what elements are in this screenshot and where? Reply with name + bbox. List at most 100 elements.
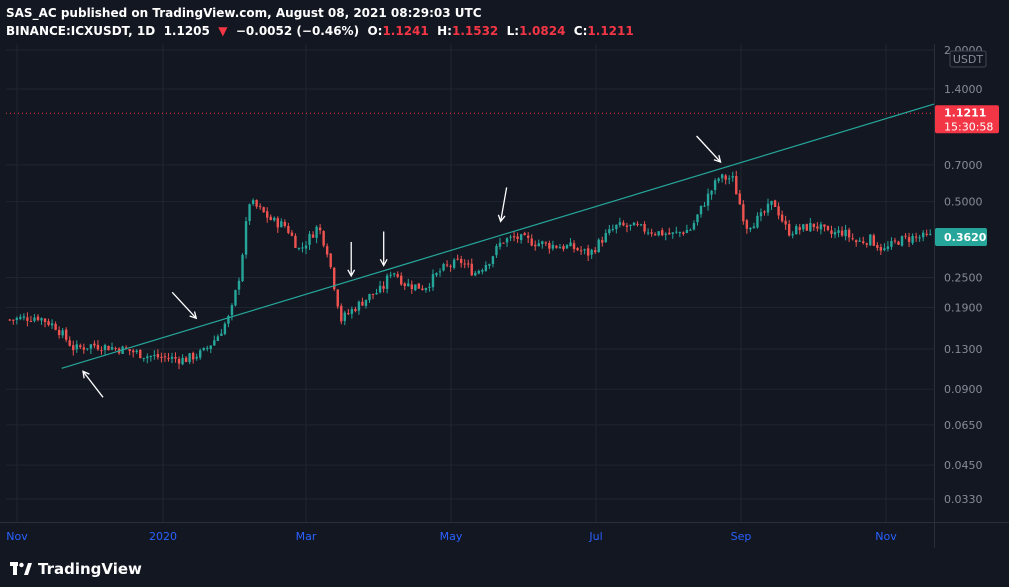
candle-body — [636, 223, 639, 226]
candle-body — [530, 238, 533, 246]
publish-info: SAS_AC published on TradingView.com, Aug… — [6, 6, 482, 20]
candle-body — [597, 239, 600, 253]
candle-body — [343, 312, 347, 322]
candle-body — [315, 226, 318, 238]
candle-body — [537, 243, 540, 247]
candle-body — [276, 218, 279, 228]
candle-body — [407, 283, 410, 287]
candle-body — [354, 309, 357, 312]
candle-body — [452, 259, 456, 268]
candle-body — [237, 280, 241, 290]
candle-body — [424, 288, 428, 291]
candle-body — [449, 265, 452, 267]
candle-body — [854, 240, 858, 243]
candle-body — [512, 236, 516, 238]
candle-body — [153, 355, 156, 357]
candle-body — [876, 244, 879, 248]
candle-body — [163, 356, 167, 358]
candle-body — [417, 283, 421, 289]
candle-body — [720, 174, 724, 179]
candle-body — [586, 248, 590, 256]
candle-body — [269, 216, 272, 220]
candle-body — [139, 349, 142, 359]
candle-body — [403, 283, 406, 286]
candle-body — [287, 225, 290, 233]
candle-body — [862, 241, 865, 243]
candle-body — [826, 226, 830, 230]
candle-body — [675, 231, 678, 233]
candle-body — [357, 301, 361, 311]
candle-body — [869, 234, 872, 246]
candle-body — [918, 237, 921, 239]
candle-body — [745, 220, 749, 229]
candle-body — [925, 233, 928, 235]
y-tick-label: 0.2500 — [944, 271, 983, 284]
y-tick-label: 0.1300 — [944, 343, 983, 356]
symbol-name: BINANCE:ICXUSDT, 1D — [6, 24, 156, 38]
candle-body — [375, 292, 378, 295]
candle-body — [731, 176, 734, 178]
candle-body — [301, 247, 304, 249]
candle-body — [33, 317, 36, 321]
candle-body — [653, 234, 657, 236]
candle-body — [146, 356, 149, 359]
annotation-arrow — [82, 370, 104, 398]
candle-body — [456, 258, 459, 260]
candle-body — [68, 340, 71, 346]
candle-body — [340, 305, 343, 322]
candle-body — [661, 230, 664, 236]
candle-body — [273, 217, 276, 221]
candle-body — [798, 227, 801, 230]
symbol-ohlc-row: BINANCE:ICXUSDT, 1D 1.1205 ▼ −0.0052 (−0… — [6, 22, 706, 40]
candle-body — [131, 350, 135, 353]
candle-body — [787, 223, 791, 236]
candle-body — [682, 232, 685, 234]
x-tick-label: Jul — [588, 530, 602, 543]
candle-body — [689, 229, 692, 231]
candle-body — [421, 288, 424, 290]
candle-body — [495, 245, 498, 256]
candle-body — [445, 264, 449, 266]
candle-body — [773, 200, 777, 207]
candle-body — [671, 232, 674, 234]
candle-body — [368, 293, 371, 301]
candle-body — [805, 224, 809, 231]
candle-body — [583, 249, 586, 251]
candle-body — [756, 215, 759, 228]
candle-body — [57, 330, 61, 335]
candle-body — [802, 224, 805, 230]
candle-body — [364, 299, 368, 307]
candle-body — [784, 220, 787, 225]
y-tick-label: 1.4000 — [944, 83, 983, 96]
candle-body — [569, 242, 572, 247]
candle-body — [498, 242, 502, 247]
candle-body — [526, 235, 530, 238]
x-tick-label: Nov — [6, 530, 28, 543]
candle-body — [632, 222, 636, 226]
candle-body — [519, 234, 523, 241]
candle-body — [516, 236, 519, 240]
x-tick-label: 2020 — [149, 530, 177, 543]
candle-body — [43, 318, 47, 323]
candle-body — [89, 344, 93, 349]
candle-body — [177, 358, 181, 364]
candle-body — [823, 224, 826, 227]
candle-body — [615, 224, 618, 230]
candle-body — [142, 357, 145, 359]
candle-body — [900, 236, 904, 246]
current-value-label: 0.3620 — [944, 231, 987, 244]
candle-body — [904, 235, 907, 237]
candle-body — [258, 206, 262, 208]
candle-body — [858, 240, 861, 242]
candle-body — [61, 330, 64, 336]
annotation-arrow — [696, 135, 722, 163]
candle-body — [64, 329, 68, 340]
candle-body — [840, 230, 844, 236]
candle-body — [181, 357, 184, 365]
candle-body — [710, 190, 713, 195]
candle-body — [438, 271, 442, 273]
candle-body — [160, 356, 163, 358]
candle-body — [837, 230, 840, 233]
candle-body — [361, 301, 364, 306]
